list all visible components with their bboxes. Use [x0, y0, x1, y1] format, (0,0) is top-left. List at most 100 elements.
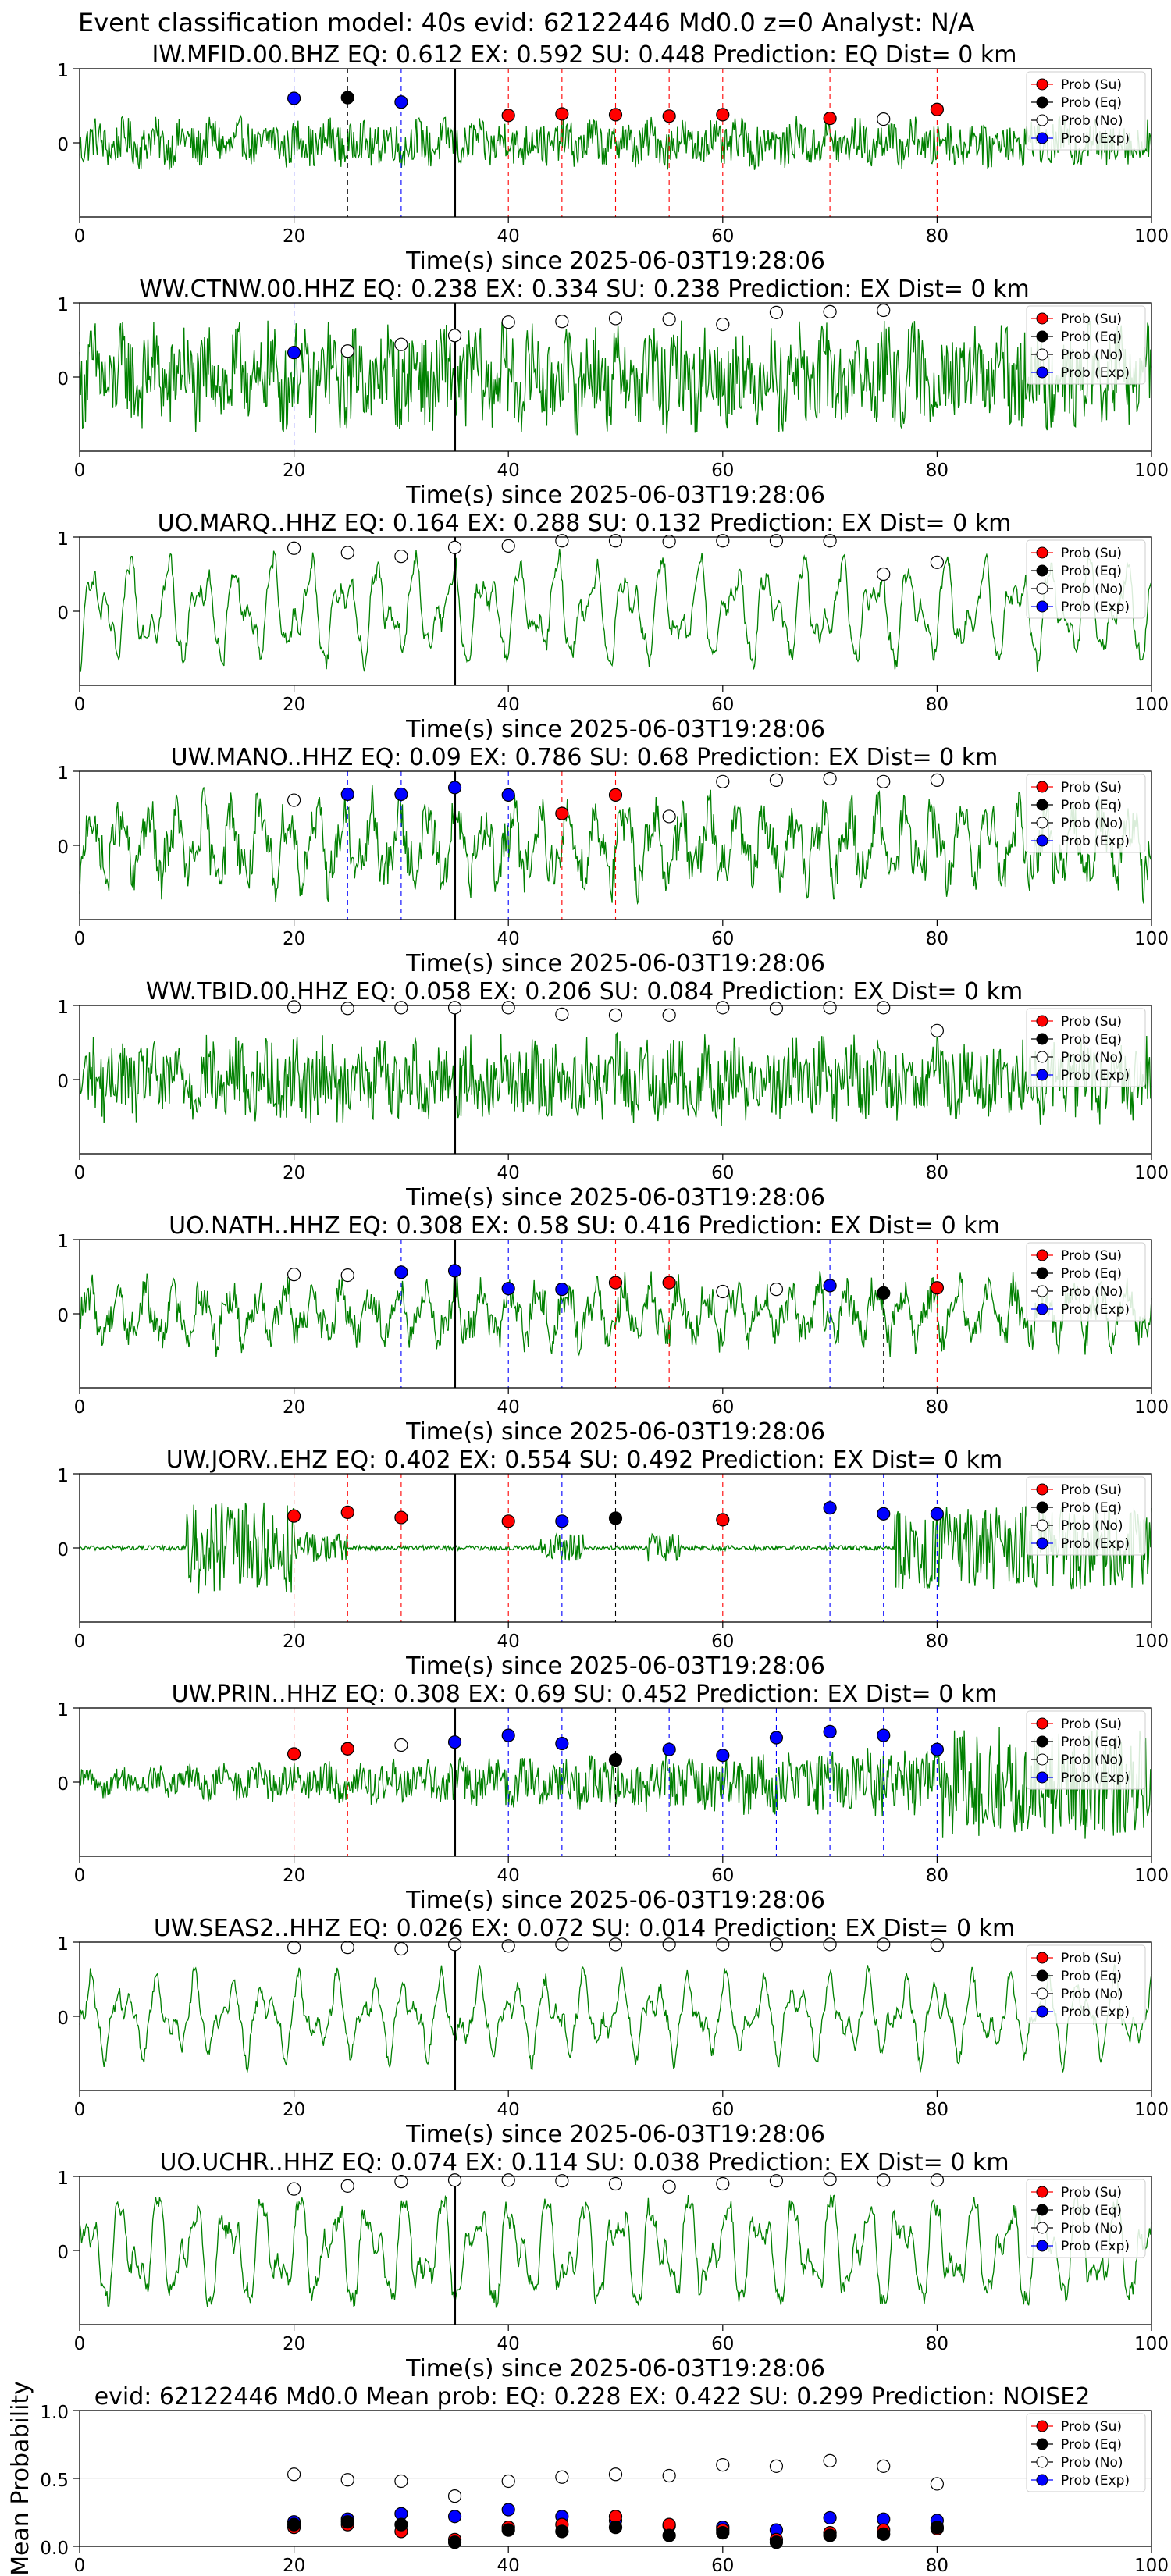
- legend-label-eq: Prob (Eq): [1061, 798, 1122, 813]
- legend-marker-su: [1036, 1249, 1048, 1261]
- waveform-trace: [79, 548, 1152, 672]
- axes-frame: [79, 770, 1152, 920]
- x-axis-label: Time(s) since 2025-06-03T19:28:06: [405, 482, 825, 509]
- x-axis-label: Time(s) since 2025-06-03T19:28:06: [405, 716, 825, 743]
- probability-marker-no: [501, 315, 515, 329]
- y-tick-label: 0: [57, 1306, 69, 1326]
- y-tick-label: 1: [57, 998, 69, 1018]
- y-tick-label: 0: [57, 135, 69, 155]
- x-axis-label: Time(s) since 2025-06-03T19:28:06: [405, 1887, 825, 1914]
- mean-marker-no: [823, 2453, 837, 2467]
- probability-marker-no: [394, 1941, 408, 1956]
- legend-marker-su: [1036, 78, 1048, 91]
- probability-marker-su: [287, 1747, 301, 1761]
- probability-marker-no: [930, 555, 945, 569]
- legend-box: [1026, 71, 1146, 151]
- x-tick-label: 100: [1134, 1631, 1169, 1652]
- legend-label-su: Prob (Su): [1061, 1717, 1122, 1732]
- mean-marker-no: [930, 2477, 945, 2491]
- probability-marker-no: [662, 1937, 676, 1952]
- waveform-trace: [79, 785, 1152, 906]
- mean-marker-exp: [447, 2510, 462, 2524]
- x-tick-label: 20: [283, 2334, 305, 2354]
- legend-marker-eq: [1036, 330, 1048, 343]
- probability-marker-no: [287, 1000, 301, 1014]
- legend-label-no: Prob (No): [1061, 1284, 1123, 1300]
- legend-marker-no: [1036, 1753, 1048, 1766]
- probability-marker-exp: [823, 1501, 837, 1515]
- legend-marker-no: [1036, 817, 1048, 829]
- panel-title: IW.MFID.00.BHZ EQ: 0.612 EX: 0.592 SU: 0…: [152, 41, 1017, 69]
- legend-marker-no: [1036, 2456, 1048, 2468]
- probability-marker-exp: [447, 781, 462, 795]
- probability-marker-su: [662, 109, 676, 123]
- x-tick-label: 60: [711, 2100, 734, 2120]
- legend-marker-eq: [1036, 564, 1048, 577]
- mean-marker-eq: [555, 2524, 569, 2539]
- x-tick-label: 20: [283, 226, 305, 247]
- legend-marker-su: [1036, 1717, 1048, 1730]
- mean-marker-no: [769, 2459, 784, 2473]
- legend-marker-exp: [1036, 2474, 1048, 2486]
- legend-label-no: Prob (No): [1061, 1050, 1123, 1066]
- x-tick-label: 20: [283, 1163, 305, 1183]
- probability-marker-exp: [501, 1728, 515, 1742]
- mean-marker-exp: [501, 2503, 515, 2517]
- probability-marker-su: [555, 806, 569, 820]
- probability-marker-no: [716, 1001, 730, 1015]
- probability-marker-exp: [447, 1735, 462, 1749]
- panel-title: UW.JORV..EHZ EQ: 0.402 EX: 0.554 SU: 0.4…: [166, 1446, 1002, 1474]
- legend-marker-eq: [1036, 1501, 1048, 1514]
- probability-marker-exp: [769, 1731, 784, 1745]
- legend-label-eq: Prob (Eq): [1061, 1032, 1122, 1048]
- probability-marker-no: [930, 1023, 945, 1037]
- probability-marker-no: [340, 2179, 354, 2193]
- mean-marker-no: [447, 2489, 462, 2503]
- probability-marker-no: [662, 1008, 676, 1022]
- y-tick-label: 1: [57, 61, 69, 81]
- legend-marker-su: [1036, 781, 1048, 793]
- legend-marker-su: [1036, 2186, 1048, 2198]
- station-panel: WW.TBID.00.HHZ EQ: 0.058 EX: 0.206 SU: 0…: [57, 978, 1169, 1212]
- x-tick-label: 100: [1134, 929, 1169, 949]
- legend-label-eq: Prob (Eq): [1061, 1500, 1122, 1516]
- probability-marker-no: [340, 1268, 354, 1283]
- probability-marker-exp: [716, 1749, 730, 1763]
- probability-marker-eq: [340, 91, 354, 105]
- x-tick-label: 80: [926, 1866, 949, 1886]
- x-tick-label: 0: [74, 461, 86, 481]
- axes-frame: [79, 302, 1152, 452]
- x-tick-label: 0: [74, 2100, 86, 2120]
- probability-marker-su: [287, 1509, 301, 1523]
- probability-marker-no: [287, 1941, 301, 1955]
- x-tick-label: 20: [283, 695, 305, 715]
- probability-marker-no: [555, 534, 569, 548]
- figure-title: Event classification model: 40s evid: 62…: [78, 8, 975, 37]
- mean-marker-no: [662, 2468, 676, 2483]
- probability-marker-exp: [394, 1265, 408, 1279]
- legend-box: [1026, 1944, 1146, 2024]
- x-tick-label: 20: [283, 2100, 305, 2120]
- probability-marker-no: [769, 1002, 784, 1016]
- mean-marker-exp: [823, 2510, 837, 2525]
- probability-marker-no: [555, 1937, 569, 1952]
- y-tick-label: 1: [57, 295, 69, 315]
- probability-marker-su: [608, 788, 623, 802]
- probability-marker-eq: [608, 1752, 623, 1767]
- waveform-trace: [79, 2194, 1152, 2309]
- station-panel: UO.MARQ..HHZ EQ: 0.164 EX: 0.288 SU: 0.1…: [57, 510, 1169, 743]
- station-panel: IW.MFID.00.BHZ EQ: 0.612 EX: 0.592 SU: 0…: [57, 41, 1169, 275]
- panel-title: UO.NATH..HHZ EQ: 0.308 EX: 0.58 SU: 0.41…: [169, 1212, 1000, 1240]
- legend-box: [1026, 1242, 1146, 1322]
- probability-marker-no: [877, 774, 891, 788]
- x-axis-label: Time(s) since 2025-06-03T19:28:06: [405, 247, 825, 275]
- x-axis-label: Time(s) since 2025-06-03T19:28:06: [405, 950, 825, 977]
- x-axis-label: Time(s) since 2025-06-03T19:28:06: [405, 1653, 825, 1680]
- station-panel: UW.MANO..HHZ EQ: 0.09 EX: 0.786 SU: 0.68…: [57, 744, 1169, 977]
- legend-label-no: Prob (No): [1061, 347, 1123, 363]
- legend-label-su: Prob (Su): [1061, 2185, 1122, 2201]
- probability-marker-no: [662, 312, 676, 326]
- x-tick-label: 20: [283, 1866, 305, 1886]
- probability-marker-su: [394, 1510, 408, 1525]
- x-tick-label: 0: [74, 1163, 86, 1183]
